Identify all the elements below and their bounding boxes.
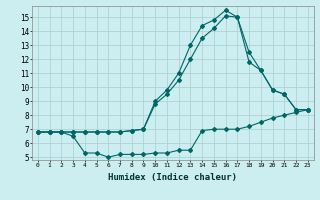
- X-axis label: Humidex (Indice chaleur): Humidex (Indice chaleur): [108, 173, 237, 182]
